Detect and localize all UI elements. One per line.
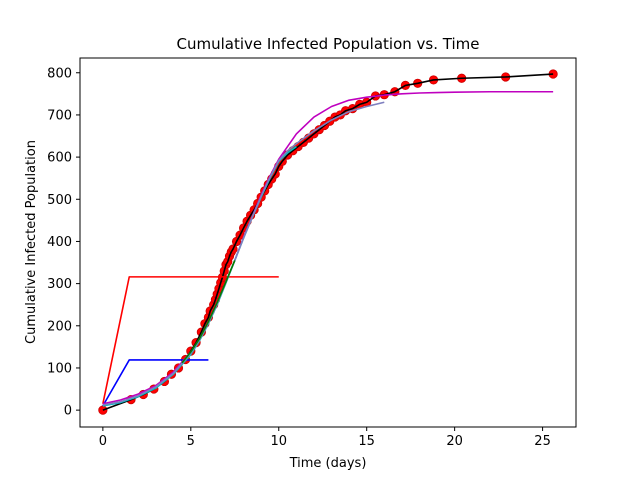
x-tick-label: 5 — [187, 434, 195, 449]
series-line-1 — [102, 276, 279, 404]
series-line-2 — [102, 359, 209, 407]
x-tick-label: 25 — [534, 434, 551, 449]
series-line-6 — [181, 260, 236, 364]
x-tick-label: 0 — [99, 434, 107, 449]
y-tick-label: 600 — [47, 151, 72, 166]
x-tick-label: 20 — [446, 434, 463, 449]
y-tick-label: 400 — [47, 235, 72, 250]
series-line-5 — [102, 101, 385, 406]
y-tick-label: 0 — [64, 404, 72, 419]
y-tick-label: 500 — [47, 193, 72, 208]
series-line-3 — [102, 90, 554, 405]
x-tick-label: 15 — [358, 434, 375, 449]
y-tick-label: 300 — [47, 277, 72, 292]
x-tick-label: 10 — [270, 434, 287, 449]
axis-ticks: 0 5 10 15 20 25 0 100 200 300 400 500 600 700 800 — [47, 66, 551, 449]
y-axis-label: Cumulative Infected Population — [24, 140, 39, 344]
chart-title: Cumulative Infected Population vs. Time — [177, 35, 480, 53]
y-tick-label: 100 — [47, 361, 72, 376]
y-tick-label: 800 — [47, 66, 72, 81]
plot-frame — [79, 57, 577, 428]
y-tick-label: 200 — [47, 319, 72, 334]
y-tick-label: 700 — [47, 108, 72, 123]
x-axis-label: Time (days) — [289, 456, 367, 471]
data-point — [98, 405, 108, 415]
plot-area — [98, 69, 558, 415]
